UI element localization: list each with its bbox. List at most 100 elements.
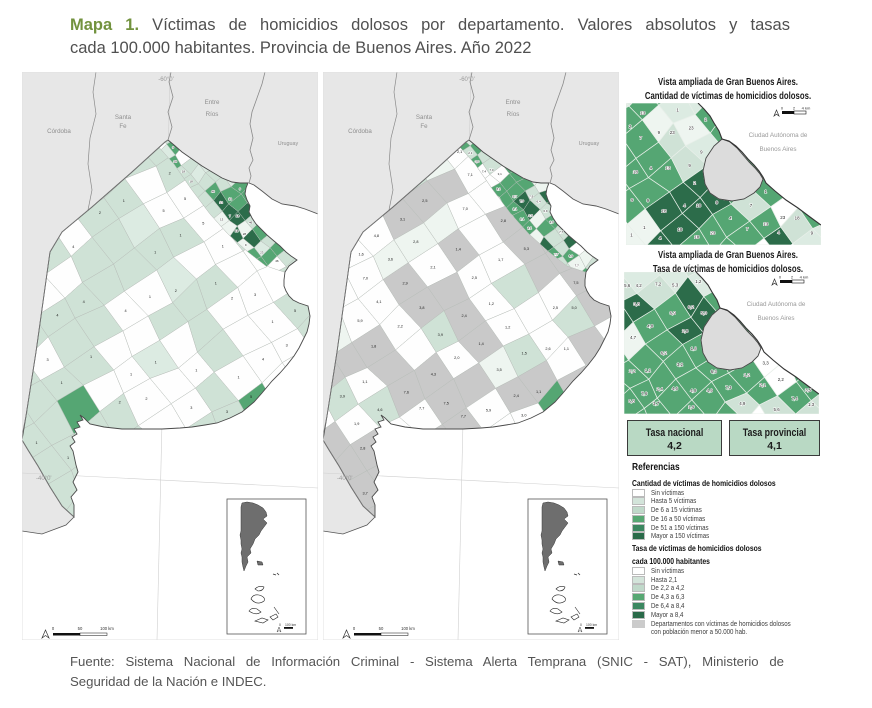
svg-text:1,2: 1,2 [505,326,510,330]
svg-text:7,6: 7,6 [404,391,409,395]
svg-text:Buenos Aires: Buenos Aires [757,315,794,322]
svg-text:5,9: 5,9 [357,319,362,323]
svg-text:2,5: 2,5 [472,276,477,280]
svg-text:3,6: 3,6 [388,258,393,262]
svg-text:1,1: 1,1 [536,390,541,394]
svg-text:3: 3 [46,358,48,362]
svg-text:100 km: 100 km [401,626,415,631]
svg-text:4: 4 [729,215,732,220]
svg-text:9: 9 [700,150,703,155]
svg-text:23: 23 [780,215,785,220]
svg-text:7,9: 7,9 [529,195,534,199]
svg-text:7,0: 7,0 [463,207,468,211]
svg-text:2,1: 2,1 [430,266,435,270]
svg-text:7,7: 7,7 [461,414,466,418]
svg-text:-40°0': -40°0' [337,476,353,482]
svg-text:4,7: 4,7 [630,335,637,340]
svg-text:1,2: 1,2 [744,373,751,378]
svg-text:5: 5 [184,197,186,201]
svg-text:9: 9 [239,187,241,191]
svg-text:18: 18 [677,227,682,232]
svg-text:7,2: 7,2 [655,282,662,287]
svg-text:2: 2 [119,401,121,405]
svg-text:7,7: 7,7 [575,263,580,267]
svg-text:Córdoba: Córdoba [348,128,372,135]
svg-text:Ciudad Autónoma de: Ciudad Autónoma de [749,132,808,139]
svg-text:3: 3 [286,343,288,347]
svg-text:4,9: 4,9 [739,401,746,406]
svg-text:46: 46 [275,259,279,263]
svg-text:5: 5 [250,395,252,399]
svg-text:1,2: 1,2 [695,279,702,284]
svg-text:13: 13 [640,111,645,116]
svg-text:1: 1 [237,376,239,380]
svg-text:Uruguay: Uruguay [278,141,299,147]
svg-text:4,2: 4,2 [636,283,643,288]
svg-text:2: 2 [704,117,707,122]
svg-text:1,3: 1,3 [808,402,815,407]
svg-text:3: 3 [190,406,192,410]
svg-text:9,7: 9,7 [513,194,518,198]
svg-text:1: 1 [155,361,157,365]
svg-text:7,3: 7,3 [725,385,732,390]
svg-text:9: 9 [716,200,719,205]
svg-text:Fe: Fe [420,123,428,130]
svg-text:0: 0 [52,626,55,631]
svg-text:2: 2 [793,106,796,111]
svg-text:2,4: 2,4 [514,394,519,398]
svg-text:4: 4 [83,300,85,304]
svg-text:3: 3 [254,293,256,297]
svg-text:Córdoba: Córdoba [47,128,71,135]
svg-text:2: 2 [791,275,794,280]
svg-text:4,1: 4,1 [376,300,381,304]
svg-text:1,2: 1,2 [489,302,494,306]
svg-text:5: 5 [163,209,165,213]
svg-text:4: 4 [56,314,58,318]
svg-text:2,8: 2,8 [360,447,365,451]
svg-text:0: 0 [779,275,782,280]
svg-text:1,5: 1,5 [522,351,527,355]
svg-text:4,8: 4,8 [374,234,379,238]
svg-text:13: 13 [220,218,224,222]
svg-text:18: 18 [182,170,186,174]
svg-text:4: 4 [72,245,74,249]
svg-text:9: 9 [245,243,247,247]
svg-text:1,4: 1,4 [456,248,461,252]
svg-text:7,7: 7,7 [559,230,564,234]
svg-text:1,1: 1,1 [513,207,518,211]
svg-text:0: 0 [353,626,356,631]
svg-text:5,3: 5,3 [524,247,529,251]
svg-text:1: 1 [643,225,646,230]
svg-text:6,8: 6,8 [629,399,636,404]
svg-text:-60°0': -60°0' [459,77,475,83]
svg-text:2,2: 2,2 [398,325,403,329]
svg-text:6,4: 6,4 [537,200,542,204]
svg-text:1: 1 [195,368,197,372]
svg-text:1: 1 [764,189,767,194]
svg-text:1,1: 1,1 [362,380,367,384]
svg-text:23: 23 [710,231,715,236]
svg-text:5: 5 [294,309,296,313]
svg-text:50: 50 [78,626,83,631]
svg-text:7: 7 [229,214,231,218]
svg-text:2,0: 2,0 [454,356,459,360]
svg-text:1: 1 [36,441,38,445]
svg-text:13: 13 [666,165,671,170]
svg-text:1,8: 1,8 [691,346,698,351]
svg-text:1,7: 1,7 [498,258,503,262]
svg-text:7,7: 7,7 [419,406,424,410]
svg-text:5,6: 5,6 [624,283,631,288]
svg-text:1: 1 [123,199,125,203]
svg-text:9: 9 [658,130,661,135]
svg-text:2,2: 2,2 [629,369,636,374]
svg-text:4: 4 [683,203,686,208]
svg-text:7: 7 [746,227,749,232]
svg-text:5,6: 5,6 [774,407,781,412]
svg-text:23: 23 [670,130,675,135]
svg-text:23: 23 [260,250,264,254]
svg-text:4,9: 4,9 [690,388,697,393]
svg-text:1: 1 [676,107,679,112]
svg-text:2,4: 2,4 [657,386,664,391]
svg-text:9: 9 [172,146,174,150]
svg-text:6,9: 6,9 [670,311,677,316]
